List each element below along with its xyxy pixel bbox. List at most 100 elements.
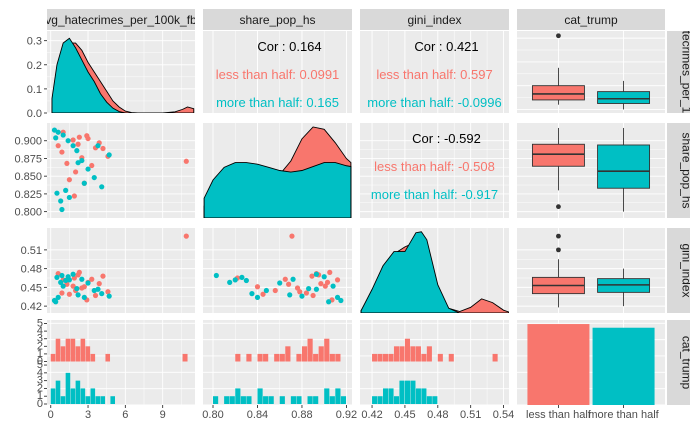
scatter-point-less	[73, 169, 79, 175]
scatter-point-less	[297, 289, 303, 295]
scatter-point-less	[66, 291, 72, 297]
x-tick-label: 0.45	[394, 409, 415, 421]
scatter-point-more	[81, 294, 87, 300]
scatter-point-less	[183, 158, 189, 164]
hist-bar-less	[296, 353, 302, 362]
scatter-point-more	[106, 293, 112, 299]
box-outlier-less	[556, 33, 561, 39]
scatter-point-less	[75, 141, 81, 147]
strip-background	[667, 228, 690, 313]
hist-bar-more	[296, 396, 302, 404]
scatter-point-more	[63, 187, 69, 193]
density-gini-more	[360, 231, 509, 313]
scatter-point-more	[81, 180, 87, 186]
scatter-point-less	[310, 292, 316, 299]
strip-right-3: cat_trump	[667, 320, 694, 405]
box-outlier-less	[556, 247, 561, 253]
panel-content	[203, 123, 352, 218]
y-tick-label: 2	[37, 340, 43, 352]
y-tick-label: 4	[37, 367, 43, 379]
scatter-point-less	[76, 134, 82, 140]
scatter-point-more	[326, 299, 332, 305]
scatter-point-less	[100, 145, 106, 152]
strip-background	[517, 9, 665, 30]
y-tick-label: 0	[37, 356, 43, 368]
scatter-point-less	[84, 133, 90, 139]
strip-background	[360, 9, 509, 30]
y-tick-label: 0.825	[14, 189, 42, 201]
hist-bar-less	[313, 353, 319, 362]
scatter-point-less	[294, 285, 301, 291]
panel-content	[360, 228, 509, 313]
hist-bar-more	[235, 388, 241, 404]
scatter-point-less	[100, 273, 106, 279]
y-tick-label: 3	[37, 375, 43, 387]
x-tick-label: 0.42	[361, 409, 382, 421]
hist-bar-more	[383, 388, 389, 404]
hist-bar-more	[388, 388, 394, 404]
y-tick-label: 3	[37, 333, 43, 345]
y-tick-label: 0.51	[21, 245, 42, 257]
x-tick-label: 0.88	[291, 409, 312, 421]
y-tick-label: 5	[37, 359, 43, 371]
hist-bar-less	[318, 346, 324, 362]
scatter-point-more	[53, 135, 59, 141]
hist-bar-more	[307, 396, 313, 404]
hist-bar-less	[285, 346, 291, 362]
cor-more: more than half: 0.165	[216, 95, 339, 110]
scatter-point-more	[330, 283, 336, 289]
scatter-point-more	[227, 279, 233, 285]
hist-bar-more	[415, 388, 421, 404]
strip-label-right: cat_trump	[680, 336, 694, 390]
panel-background	[517, 228, 665, 313]
scatter-point-more	[313, 271, 320, 277]
y-tick-label: 0.2	[27, 60, 42, 72]
strip-background	[667, 123, 690, 218]
scatter-point-more	[338, 297, 344, 304]
scatter-point-more	[299, 293, 305, 299]
panel-background	[360, 123, 509, 218]
bar-less	[527, 324, 590, 405]
hist-bar-more	[229, 396, 235, 404]
hist-bar-less	[448, 353, 454, 362]
hist-bar-more	[372, 396, 378, 404]
scatter-point-more	[74, 286, 80, 292]
hist-bar-more	[240, 396, 246, 404]
scatter-point-less	[318, 281, 324, 287]
cor-overall: Cor : -0.592	[412, 131, 481, 146]
hist-bar-more	[290, 396, 297, 404]
x-tick-label: 3	[85, 409, 91, 421]
box-outlier-less	[556, 233, 561, 239]
x-tick-label: 0.48	[427, 409, 448, 421]
hist-bar-more	[70, 388, 76, 404]
scatter-point-more	[60, 283, 66, 289]
scatter-point-less	[303, 290, 310, 296]
scatter-point-more	[95, 286, 101, 292]
scatter-point-less	[254, 284, 261, 290]
scatter-point-less	[81, 284, 87, 290]
hist-bar-less	[55, 338, 61, 362]
scatter-point-less	[89, 276, 95, 282]
x-tick-label: 0.54	[493, 409, 514, 421]
x-tick-label: 0.51	[460, 409, 481, 421]
scatter-point-more	[75, 292, 81, 298]
hist-bar-less	[90, 353, 96, 362]
hist-bar-less	[421, 353, 427, 362]
scatter-point-less	[282, 276, 288, 282]
scatter-point-less	[55, 143, 61, 149]
scatter-point-more	[66, 277, 72, 283]
scatter-point-more	[277, 280, 283, 286]
hist-bar-less	[85, 346, 91, 362]
hist-bar-more	[268, 396, 274, 404]
